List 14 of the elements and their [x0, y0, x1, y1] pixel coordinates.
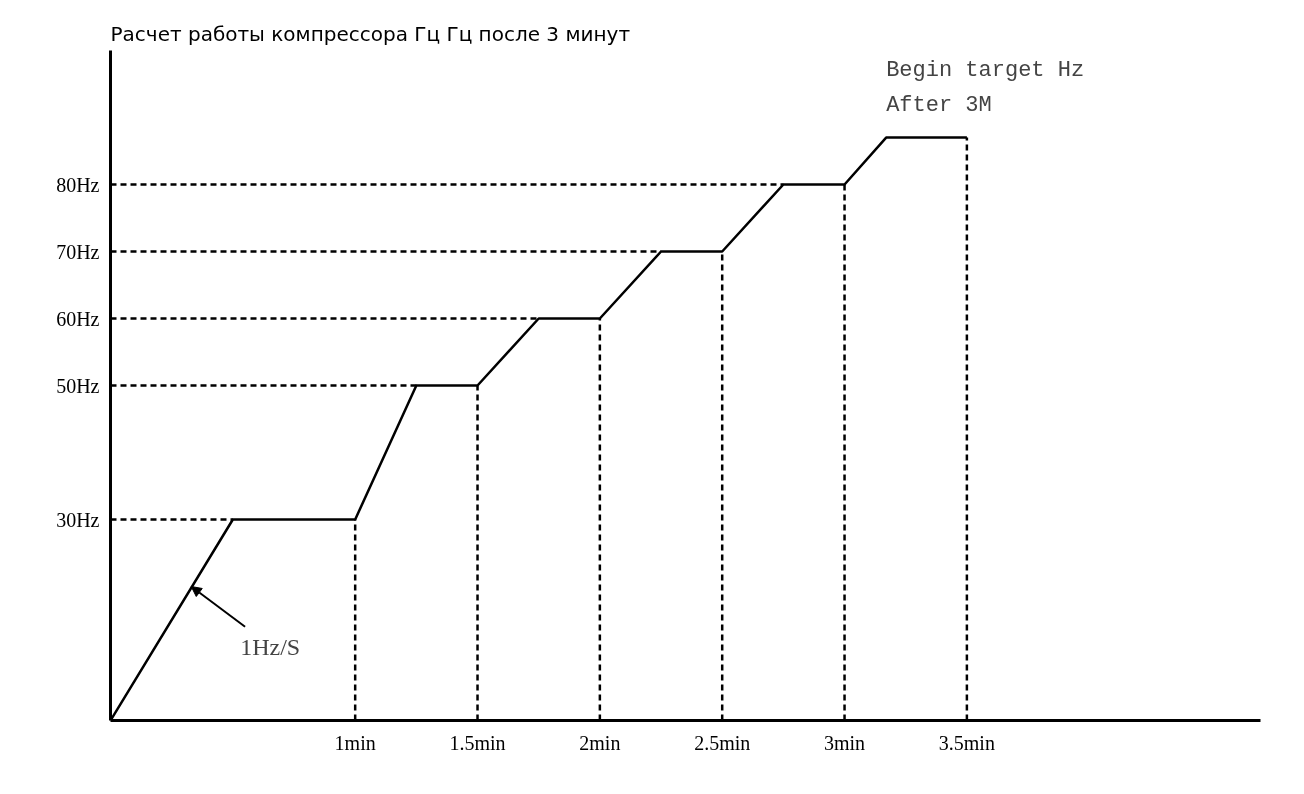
chart-title: Расчет работы компрессора Гц Гц после 3 минут [110, 21, 631, 46]
y-tick-label: 60Hz [56, 307, 100, 330]
x-tick-label: 2.5min [694, 731, 751, 754]
x-tick-label: 1min [334, 731, 376, 754]
x-tick-label: 3.5min [938, 731, 995, 754]
y-tick-label: 70Hz [56, 240, 100, 263]
x-tick-label: 2min [579, 731, 621, 754]
y-tick-label: 30Hz [56, 508, 100, 531]
y-tick-label: 80Hz [56, 173, 100, 196]
x-tick-label: 1.5min [449, 731, 506, 754]
annotation: Begin target Hz After 3M [886, 57, 1085, 118]
x-tick-label: 3min [823, 731, 866, 754]
y-tick-label: 50Hz [56, 374, 100, 397]
annotation: 1Hz/S [240, 633, 301, 660]
